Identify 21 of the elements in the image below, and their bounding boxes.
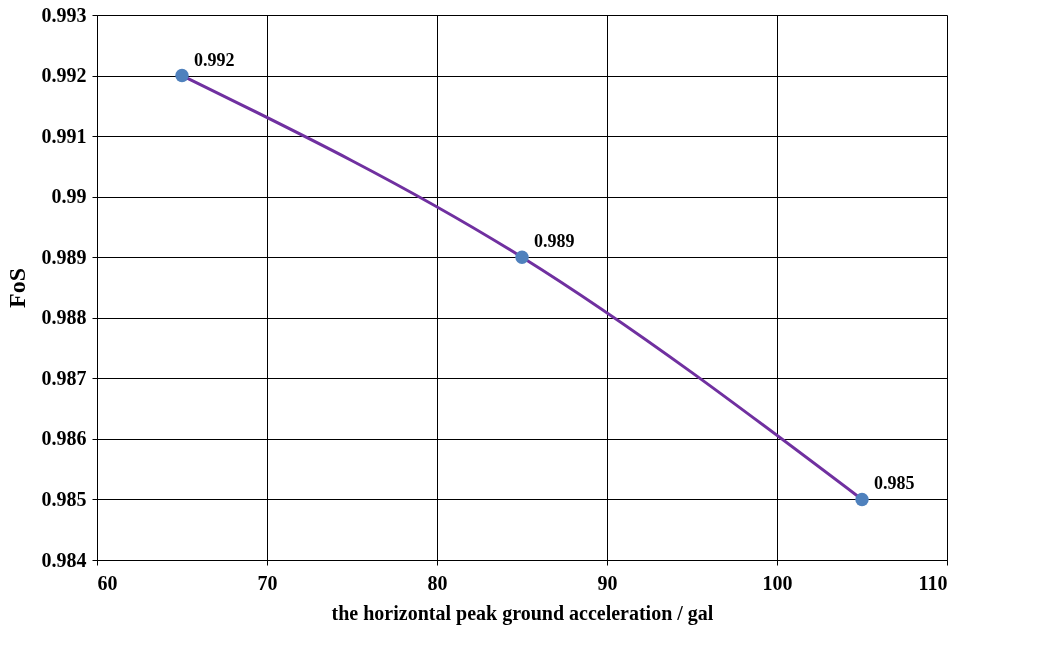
y-tick-label: 0.986 [41, 427, 87, 450]
x-tick-label: 90 [597, 571, 618, 594]
y-tick-label: 0.99 [51, 185, 87, 208]
y-tick-label: 0.993 [41, 3, 87, 26]
data-label: 0.989 [534, 231, 575, 252]
x-tick-label: 80 [427, 571, 448, 594]
x-axis-title: the horizontal peak ground acceleration / gal [331, 601, 714, 625]
y-axis-title: FoS [3, 267, 30, 309]
y-tick-label: 0.988 [41, 306, 87, 329]
y-tick-label: 0.991 [41, 124, 87, 147]
y-tick-label: 0.992 [41, 64, 87, 87]
y-tick-label: 0.987 [41, 366, 87, 389]
x-tick-label: 100 [762, 571, 793, 594]
x-tick-label: 70 [257, 571, 278, 594]
data-label: 0.985 [874, 473, 915, 494]
y-tick-label: 0.989 [41, 245, 87, 268]
y-tick-label: 0.984 [41, 548, 87, 571]
x-tick-label: 110 [918, 571, 948, 594]
x-tick-label: 60 [97, 571, 118, 594]
y-tick-label: 0.985 [41, 487, 87, 510]
data-label: 0.992 [194, 49, 235, 70]
